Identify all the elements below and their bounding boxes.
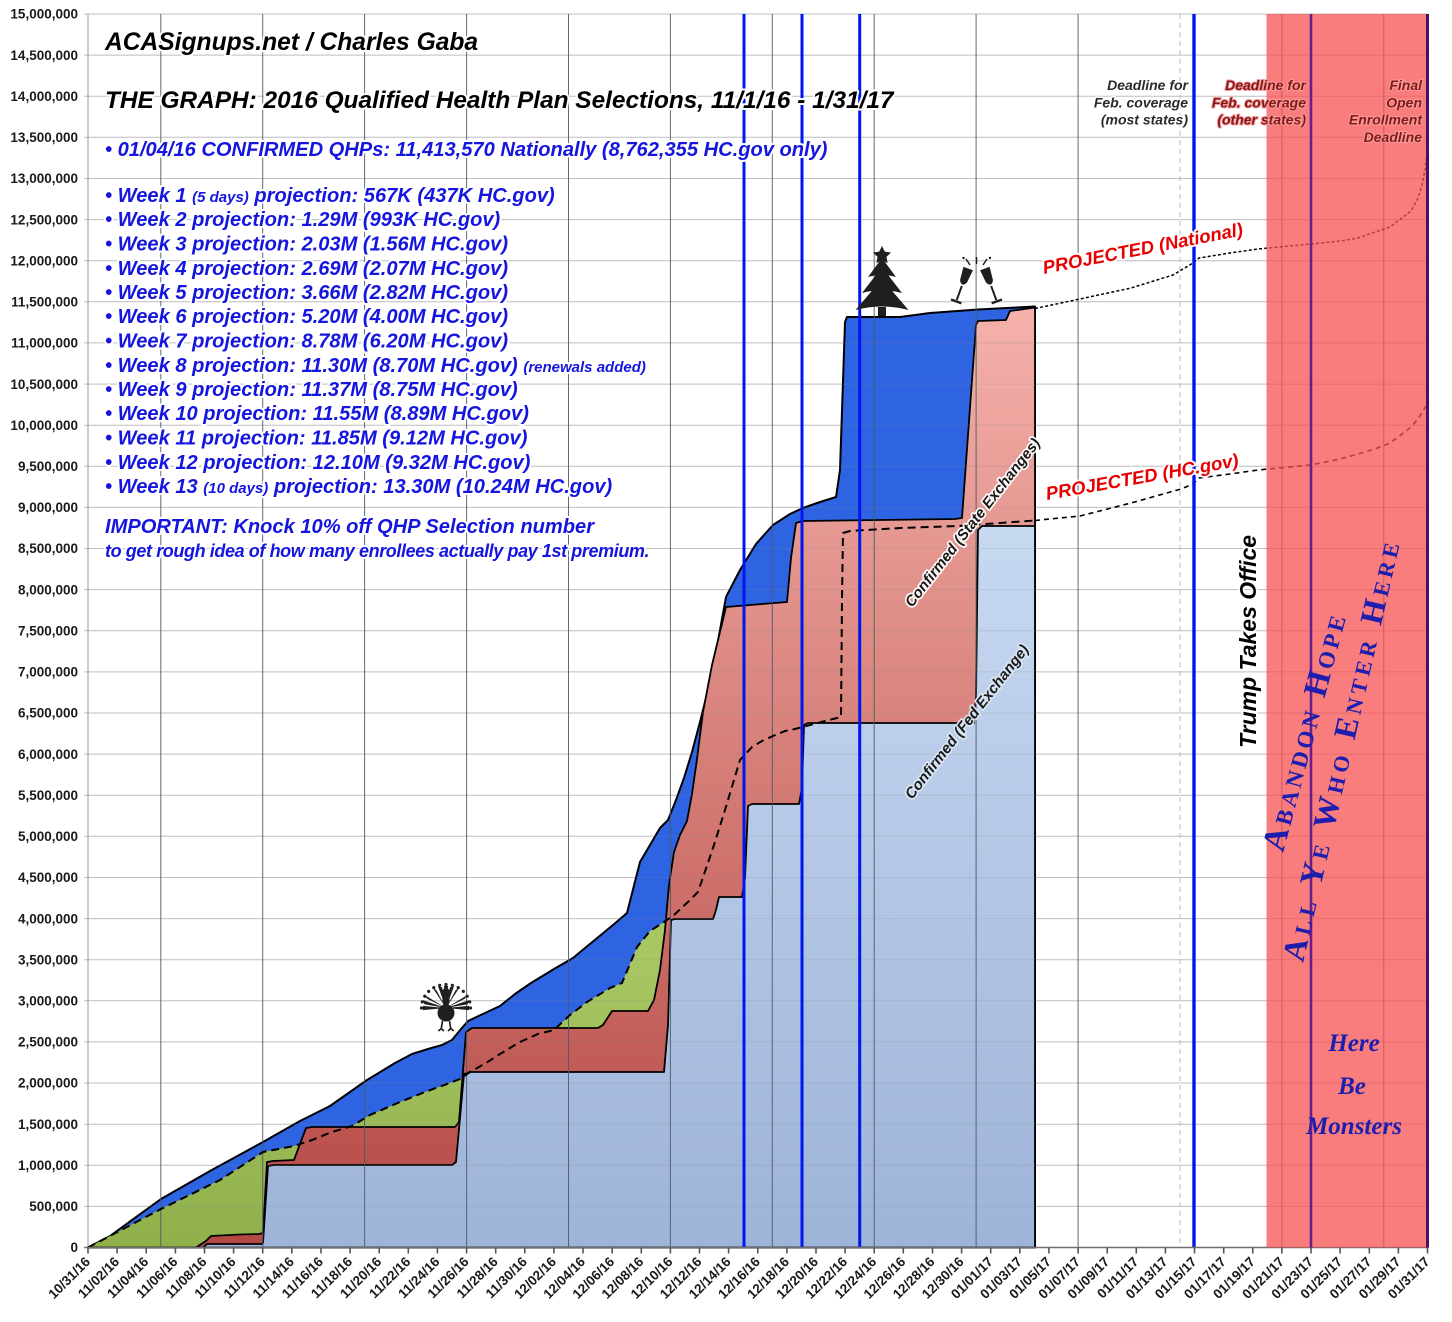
svg-text:8,000,000: 8,000,000 <box>18 582 78 597</box>
svg-text:Monsters: Monsters <box>1305 1113 1402 1140</box>
svg-text:12,500,000: 12,500,000 <box>10 212 78 227</box>
svg-text:• Week 1 (5 days) projection:: • Week 1 (5 days) projection: 567K (437K… <box>105 185 555 207</box>
svg-text:• Week 8 projection: 11.30M (8: • Week 8 projection: 11.30M (8.70M HC.go… <box>105 355 646 377</box>
svg-text:Be: Be <box>1337 1073 1366 1100</box>
svg-text:14,500,000: 14,500,000 <box>10 48 78 63</box>
svg-text:PROJECTED (National): PROJECTED (National) <box>1041 218 1245 277</box>
svg-text:6,500,000: 6,500,000 <box>18 706 78 721</box>
svg-text:Trump Takes Office: Trump Takes Office <box>1235 535 1261 748</box>
svg-text:12,000,000: 12,000,000 <box>10 253 78 268</box>
svg-text:THE GRAPH: 2016 Qualified Heal: THE GRAPH: 2016 Qualified Health Plan Se… <box>105 87 895 114</box>
svg-text:(most states): (most states) <box>1101 112 1188 128</box>
svg-text:1,000,000: 1,000,000 <box>18 1158 78 1173</box>
svg-text:7,000,000: 7,000,000 <box>18 665 78 680</box>
svg-text:• 01/04/16 CONFIRMED QHPs: 11,: • 01/04/16 CONFIRMED QHPs: 11,413,570 Na… <box>105 139 828 161</box>
svg-text:• Week 2 projection: 1.29M (99: • Week 2 projection: 1.29M (993K HC.gov) <box>105 209 501 231</box>
svg-text:0: 0 <box>70 1240 78 1255</box>
svg-text:9,000,000: 9,000,000 <box>18 500 78 515</box>
svg-text:1,500,000: 1,500,000 <box>18 1117 78 1132</box>
svg-text:3,500,000: 3,500,000 <box>18 952 78 967</box>
svg-text:8,500,000: 8,500,000 <box>18 541 78 556</box>
svg-text:11,500,000: 11,500,000 <box>11 295 78 310</box>
svg-text:• Week 7 projection: 8.78M (6.: • Week 7 projection: 8.78M (6.20M HC.gov… <box>105 331 508 353</box>
svg-text:Deadline: Deadline <box>1364 129 1423 145</box>
svg-text:• Week 5 projection: 3.66M (2.: • Week 5 projection: 3.66M (2.82M HC.gov… <box>105 282 508 304</box>
svg-text:• Week 6 projection: 5.20M (4.: • Week 6 projection: 5.20M (4.00M HC.gov… <box>105 306 508 328</box>
svg-text:Deadline for: Deadline for <box>1225 77 1307 93</box>
svg-text:ACASignups.net / Charles Gaba: ACASignups.net / Charles Gaba <box>104 29 478 56</box>
svg-text:Here: Here <box>1327 1030 1379 1057</box>
svg-text:• Week 10 projection: 11.55M (: • Week 10 projection: 11.55M (8.89M HC.g… <box>105 403 529 425</box>
svg-text:IMPORTANT: Knock 10% off QHP S: IMPORTANT: Knock 10% off QHP Selection n… <box>105 516 595 538</box>
svg-text:15,000,000: 15,000,000 <box>10 7 78 22</box>
svg-text:5,500,000: 5,500,000 <box>18 788 78 803</box>
svg-text:4,000,000: 4,000,000 <box>18 911 78 926</box>
svg-text:3,000,000: 3,000,000 <box>18 994 78 1009</box>
svg-text:2,500,000: 2,500,000 <box>18 1035 78 1050</box>
svg-text:to get rough idea of how many: to get rough idea of how many enrollees … <box>105 541 649 561</box>
svg-text:Deadline for: Deadline for <box>1107 77 1189 93</box>
svg-text:Enrollment: Enrollment <box>1349 112 1423 128</box>
svg-text:Final: Final <box>1389 77 1423 93</box>
svg-text:• Week 13 (10 days) projection: • Week 13 (10 days) projection: 13.30M (… <box>105 476 613 498</box>
svg-text:• Week 4 projection: 2.69M (2.: • Week 4 projection: 2.69M (2.07M HC.gov… <box>105 258 508 280</box>
svg-text:• Week 9 projection: 11.37M (8: • Week 9 projection: 11.37M (8.75M HC.go… <box>105 379 518 401</box>
svg-text:9,500,000: 9,500,000 <box>18 459 78 474</box>
svg-text:Feb. coverage: Feb. coverage <box>1094 94 1188 110</box>
svg-text:(other states): (other states) <box>1217 112 1306 128</box>
svg-text:4,500,000: 4,500,000 <box>18 870 78 885</box>
svg-text:• Week 3 projection: 2.03M (1.: • Week 3 projection: 2.03M (1.56M HC.gov… <box>105 234 508 256</box>
svg-text:7,500,000: 7,500,000 <box>18 624 78 639</box>
svg-text:13,000,000: 13,000,000 <box>10 171 78 186</box>
svg-text:• Week 12 projection: 12.10M (: • Week 12 projection: 12.10M (9.32M HC.g… <box>105 452 531 474</box>
svg-text:6,000,000: 6,000,000 <box>18 747 78 762</box>
svg-text:2,000,000: 2,000,000 <box>18 1076 78 1091</box>
svg-text:5,000,000: 5,000,000 <box>18 829 78 844</box>
svg-text:10,500,000: 10,500,000 <box>10 377 78 392</box>
svg-text:• Week 11 projection: 11.85M (: • Week 11 projection: 11.85M (9.12M HC.g… <box>105 428 528 450</box>
svg-text:13,500,000: 13,500,000 <box>10 130 78 145</box>
svg-text:10,000,000: 10,000,000 <box>10 418 78 433</box>
svg-text:Feb. coverage: Feb. coverage <box>1212 94 1306 110</box>
svg-text:14,000,000: 14,000,000 <box>10 89 78 104</box>
svg-text:500,000: 500,000 <box>29 1199 78 1214</box>
svg-text:11,000,000: 11,000,000 <box>11 336 78 351</box>
svg-text:Open: Open <box>1386 94 1422 110</box>
